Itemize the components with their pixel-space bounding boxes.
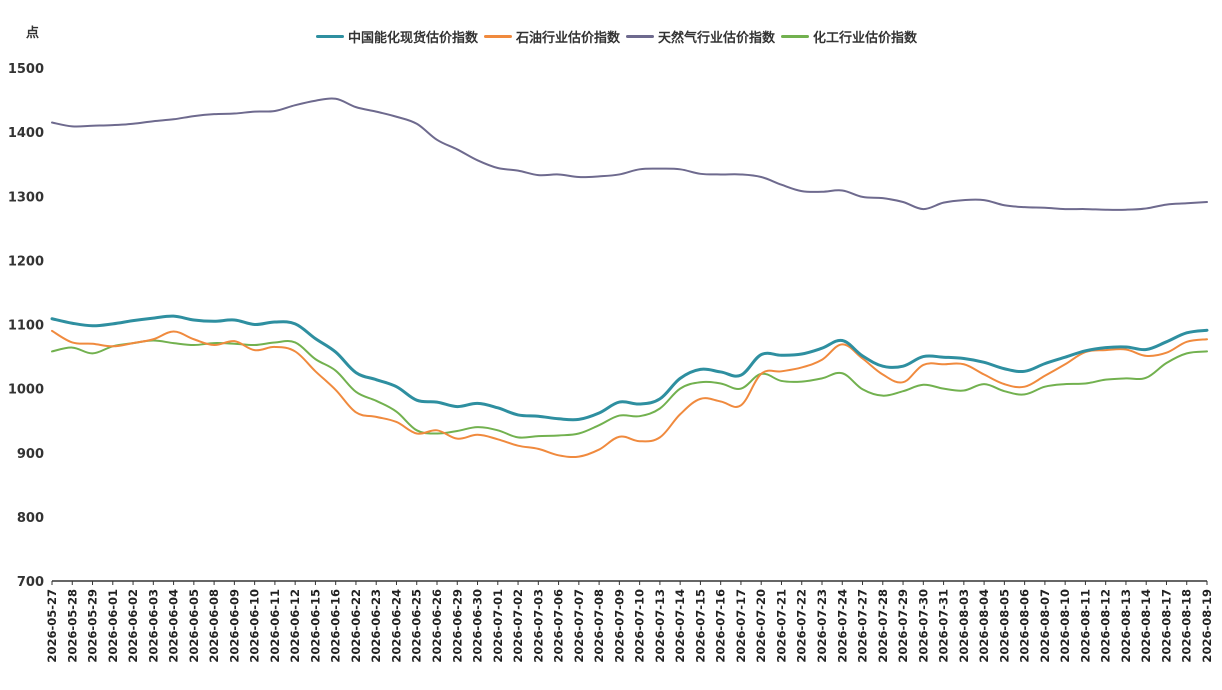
y-tick-label: 1200: [8, 254, 44, 269]
x-tick-label: 2026-07-03: [531, 589, 545, 663]
x-tick-label: 2026-06-30: [471, 589, 485, 663]
x-tick-label: 2026-08-03: [957, 589, 971, 663]
x-tick-label: 2026-08-10: [1058, 589, 1072, 663]
x-tick-label: 2026-08-06: [1018, 589, 1032, 663]
x-tick-label: 2026-05-28: [65, 589, 79, 663]
x-tick-label: 2026-07-29: [896, 589, 910, 663]
x-tick-label: 2026-06-26: [430, 589, 444, 663]
series-layer: [50, 97, 1209, 459]
x-tick-label: 2026-06-10: [248, 589, 262, 663]
y-tick-label: 1100: [8, 319, 44, 334]
legend-item-series-1[interactable]: 中国能化现货估价指数: [316, 27, 478, 46]
x-tick-label: 2026-06-02: [126, 589, 140, 663]
x-tick-label: 2026-08-19: [1200, 589, 1214, 663]
x-tick-label: 2026-06-03: [146, 589, 160, 663]
x-tick-label: 2026-08-07: [1038, 589, 1052, 663]
x-tick-label: 2026-08-18: [1180, 589, 1194, 663]
legend-item-series-3[interactable]: 天然气行业估价指数: [626, 27, 775, 46]
y-tick-label: 900: [17, 447, 44, 462]
x-tick-label: 2026-07-06: [552, 589, 566, 663]
x-tick-label: 2026-06-24: [389, 589, 403, 663]
x-tick-label: 2026-06-09: [227, 589, 241, 663]
x-tick-label: 2026-07-10: [633, 589, 647, 663]
x-tick-label: 2026-07-16: [714, 589, 728, 663]
series-line-2[interactable]: [51, 329, 1208, 459]
x-tick-label: 2026-07-15: [693, 589, 707, 663]
x-tick-label: 2026-07-17: [734, 589, 748, 663]
legend-swatch-series-4: [781, 35, 810, 38]
legend-label-series-2: 石油行业估价指数: [516, 31, 621, 46]
legend-swatch-series-2: [484, 35, 513, 38]
x-tick-label: 2026-08-12: [1099, 589, 1113, 663]
x-tick-label: 2026-07-14: [673, 589, 687, 663]
chart-legend: 中国能化现货估价指数 石油行业估价指数 天然气行业估价指数 化工行业估价指数: [316, 27, 923, 46]
x-tick-label: 2026-07-02: [511, 589, 525, 663]
x-tick-label: 2026-06-05: [187, 589, 201, 663]
y-tick-label: 800: [17, 511, 44, 526]
x-tick-label: 2026-07-01: [491, 589, 505, 663]
legend-item-series-2[interactable]: 石油行业估价指数: [484, 27, 620, 46]
y-tick-label: 1000: [8, 383, 44, 398]
y-axis-unit-label: 点: [26, 26, 40, 41]
x-tick-label: 2026-06-08: [207, 589, 221, 663]
x-tick-label: 2026-06-16: [329, 589, 343, 663]
x-tick-label: 2026-06-12: [288, 589, 302, 663]
series-line-3[interactable]: [51, 97, 1208, 211]
x-tick-label: 2026-08-13: [1119, 589, 1133, 663]
x-tick-label: 2026-08-14: [1139, 589, 1153, 663]
x-tick-label: 2026-07-28: [876, 589, 890, 663]
y-axis-ticks: 700 800 900 1000 1100 1200 1300 1400 1500: [8, 62, 44, 590]
x-axis-ticks: 2026-05-27 2026-05-28 2026-05-29 2026-06-01…: [45, 581, 1214, 663]
x-tick-label: 2026-06-25: [410, 589, 424, 663]
series-line-1[interactable]: [50, 314, 1209, 422]
x-tick-label: 2026-07-21: [774, 589, 788, 663]
x-tick-label: 2026-08-17: [1159, 589, 1173, 663]
x-tick-label: 2026-07-27: [856, 589, 870, 663]
x-tick-label: 2026-07-31: [937, 589, 951, 663]
x-tick-label: 2026-06-04: [167, 589, 181, 663]
y-tick-label: 1400: [8, 126, 44, 141]
x-tick-label: 2026-05-29: [86, 589, 100, 663]
x-tick-label: 2026-07-23: [815, 589, 829, 663]
legend-label-series-1: 中国能化现货估价指数: [348, 31, 479, 46]
x-tick-label: 2026-05-27: [45, 589, 59, 663]
legend-item-series-4[interactable]: 化工行业估价指数: [781, 27, 917, 46]
x-tick-label: 2026-07-22: [795, 589, 809, 663]
x-tick-label: 2026-07-30: [916, 589, 930, 663]
x-tick-label: 2026-06-23: [369, 589, 383, 663]
x-tick-label: 2026-06-22: [349, 589, 363, 663]
x-tick-label: 2026-06-01: [106, 589, 120, 663]
y-tick-label: 700: [17, 575, 44, 590]
x-tick-label: 2026-07-08: [592, 589, 606, 663]
legend-label-series-4: 化工行业估价指数: [813, 31, 918, 46]
y-tick-label: 1300: [8, 190, 44, 205]
x-tick-label: 2026-07-13: [653, 589, 667, 663]
x-tick-label: 2026-08-11: [1078, 589, 1092, 663]
y-tick-label: 1500: [8, 62, 44, 77]
legend-swatch-series-3: [626, 35, 655, 38]
x-tick-label: 2026-08-05: [997, 589, 1011, 663]
x-tick-label: 2026-06-29: [450, 589, 464, 663]
x-tick-label: 2026-06-15: [308, 589, 322, 663]
x-tick-label: 2026-07-09: [612, 589, 626, 663]
legend-swatch-series-1: [316, 35, 344, 38]
legend-label-series-3: 天然气行业估价指数: [658, 31, 776, 46]
series-line-4[interactable]: [51, 339, 1208, 439]
x-tick-label: 2026-07-07: [572, 589, 586, 663]
x-tick-label: 2026-06-11: [268, 589, 282, 663]
x-tick-label: 2026-07-20: [754, 589, 768, 663]
x-tick-label: 2026-08-04: [977, 589, 991, 663]
x-tick-label: 2026-07-24: [835, 589, 849, 663]
